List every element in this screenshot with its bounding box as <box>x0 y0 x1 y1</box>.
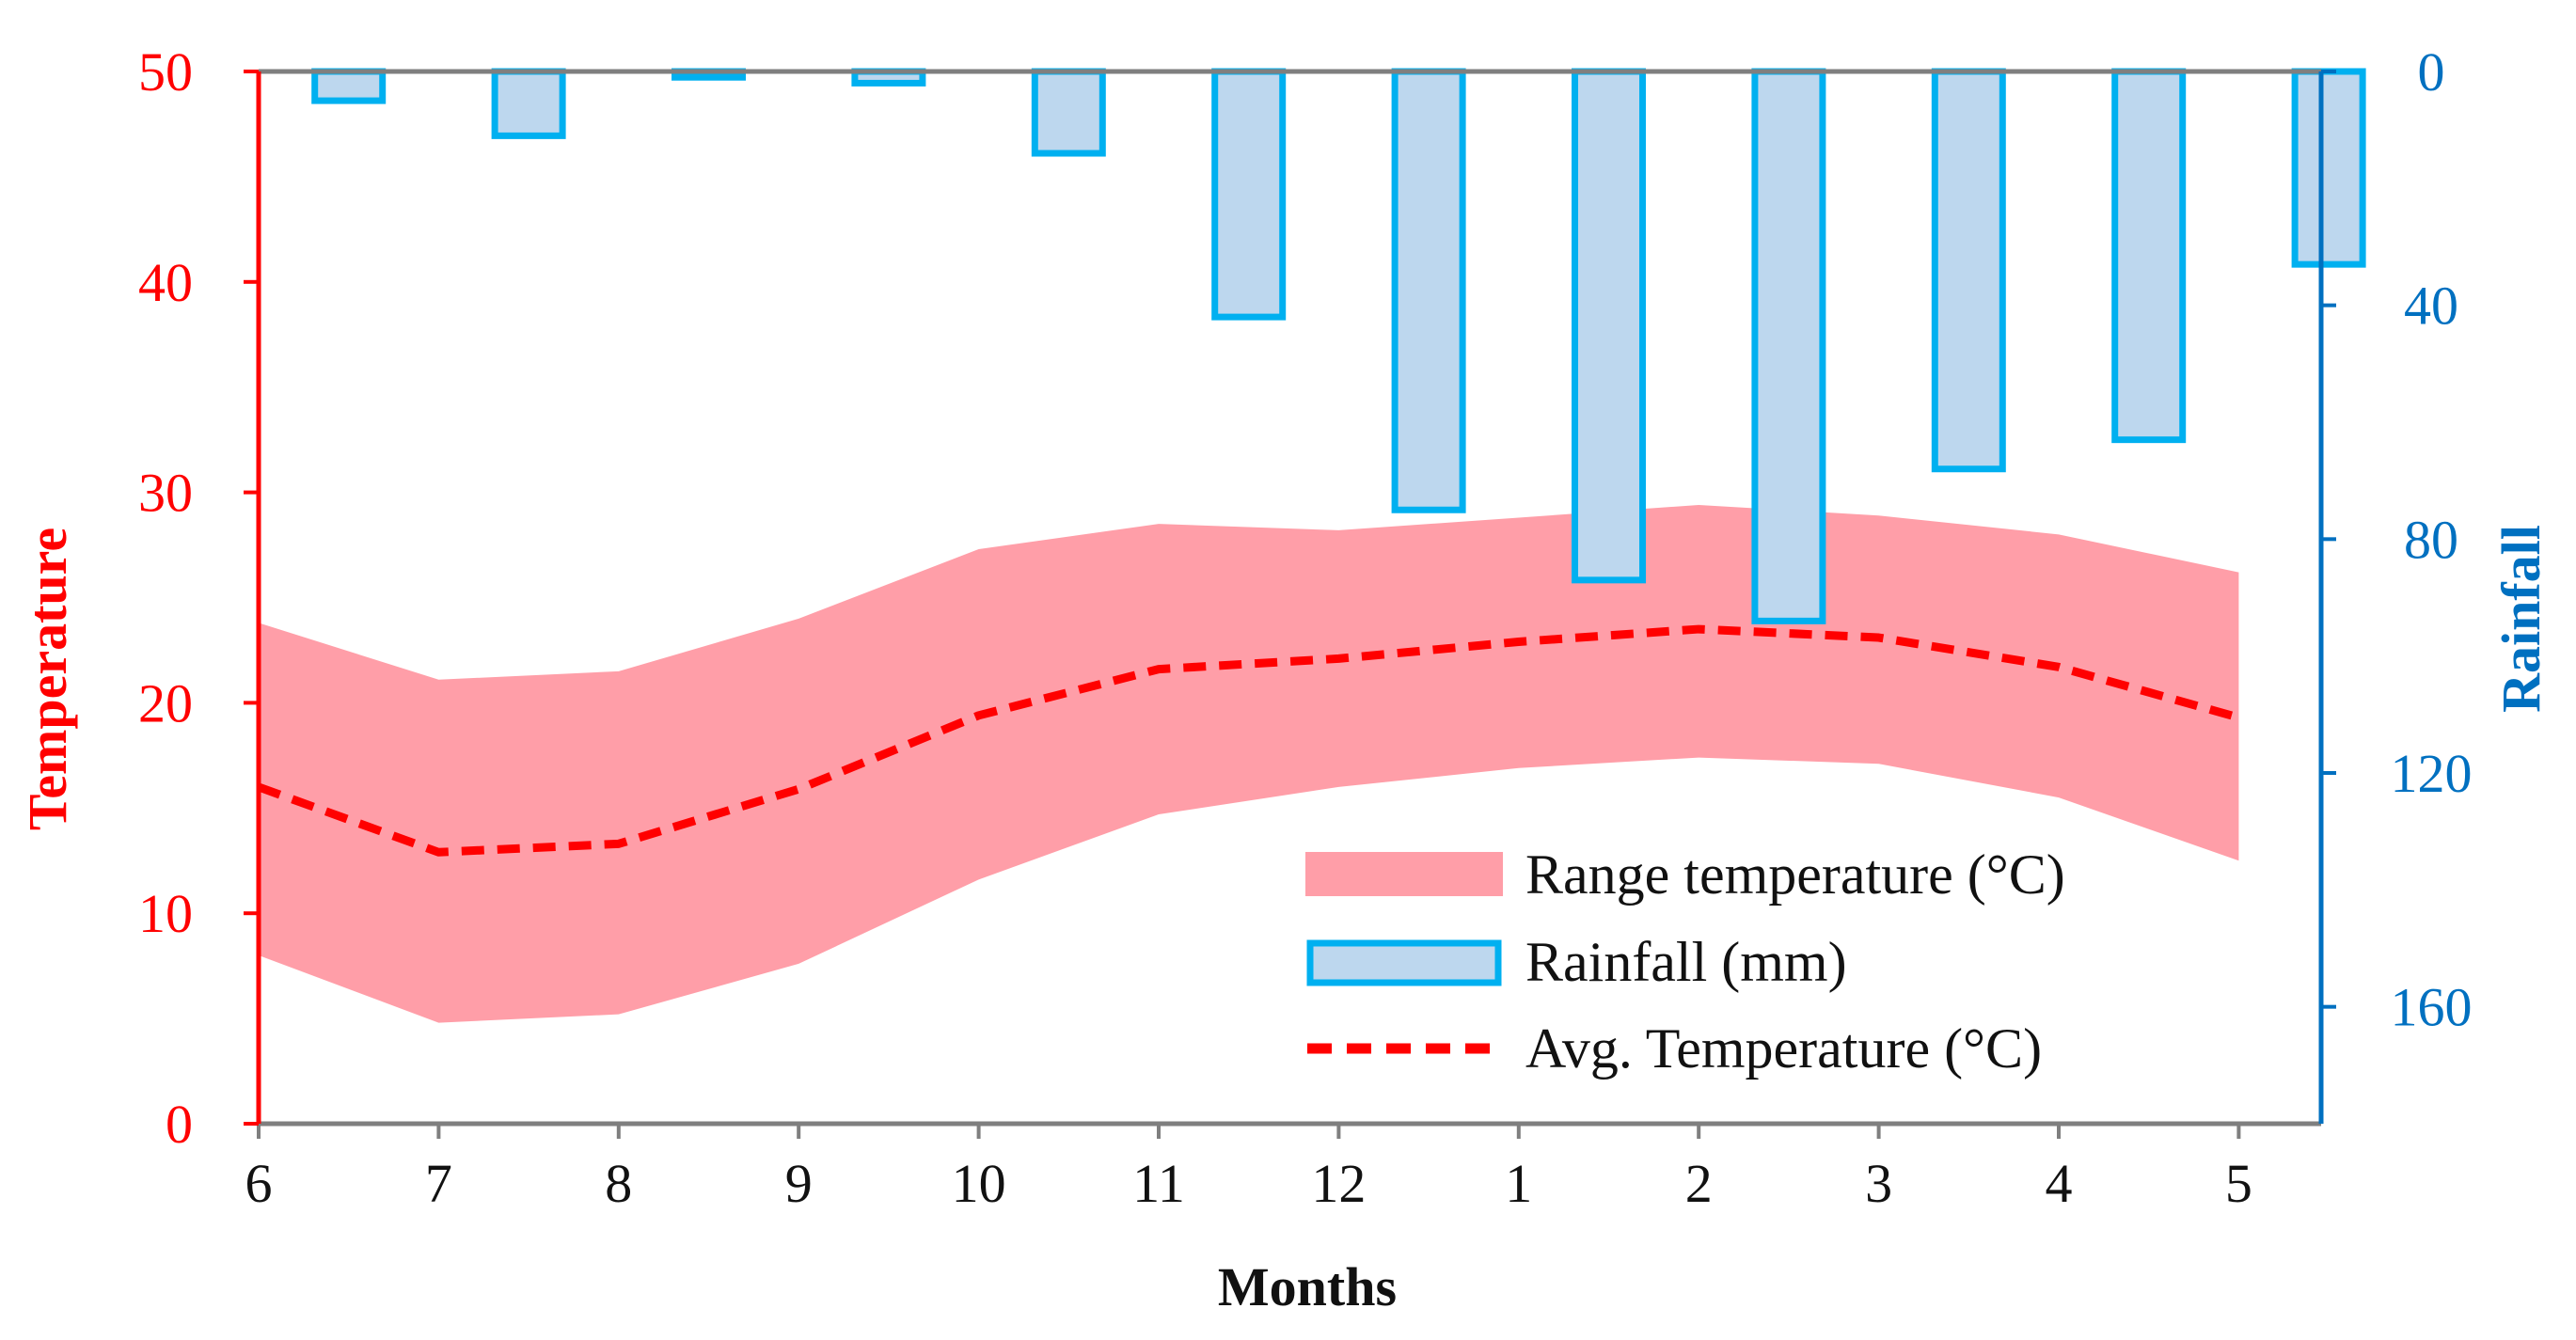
range-temperature-area <box>259 505 2239 1023</box>
left-tick-label: 30 <box>138 463 193 524</box>
x-tick-label: 8 <box>605 1153 632 1214</box>
left-tick-label: 10 <box>138 883 193 944</box>
rainfall-bar <box>2291 68 2366 268</box>
legend-label-rainfall: Rainfall (mm) <box>1525 931 1847 993</box>
left-axis-title: Temperature <box>17 528 78 830</box>
left-tick-label: 50 <box>138 41 193 102</box>
x-tick-label: 12 <box>1311 1153 1366 1214</box>
x-tick-label: 5 <box>2225 1153 2252 1214</box>
x-tick-label: 1 <box>1505 1153 1532 1214</box>
rainfall-bar <box>1572 68 1646 584</box>
rainfall-bar <box>1211 68 1287 321</box>
x-tick-label: 3 <box>1865 1153 1892 1214</box>
rainfall-bar <box>1751 68 1826 624</box>
avg-temperature-series <box>257 624 2240 857</box>
right-tick-label: 0 <box>2418 41 2445 102</box>
left-tick-label: 40 <box>138 252 193 313</box>
x-tick-label: 7 <box>425 1153 452 1214</box>
right-tick-label: 80 <box>2404 509 2458 570</box>
rainfall-bar <box>1931 68 2006 473</box>
range-temperature-series <box>259 505 2239 1023</box>
rainfall-bar <box>1391 68 1466 513</box>
legend-label-range: Range temperature (°C) <box>1525 843 2065 906</box>
legend-swatch-rainfall <box>1306 939 1502 986</box>
rainfall-bar <box>2111 68 2187 444</box>
x-tick-label: 6 <box>245 1153 273 1214</box>
avg-temperature-line <box>257 624 2240 857</box>
rainfall-bar <box>1031 68 1106 157</box>
right-tick-label: 160 <box>2391 977 2473 1038</box>
left-tick-label: 20 <box>138 672 193 733</box>
x-tick-label: 9 <box>785 1153 813 1214</box>
rainfall-bar <box>311 68 387 104</box>
rainfall-bar <box>491 68 566 139</box>
right-tick-label: 120 <box>2391 743 2473 804</box>
legend-label-avg: Avg. Temperature (°C) <box>1525 1017 2042 1080</box>
legend-swatch-range <box>1305 852 1503 896</box>
legend: Range temperature (°C) Rainfall (mm) Avg… <box>1305 843 2065 1080</box>
x-axis-title: Months <box>1218 1256 1397 1317</box>
right-tick-label: 40 <box>2404 276 2458 337</box>
x-tick-label: 4 <box>2046 1153 2073 1214</box>
x-tick-label: 2 <box>1685 1153 1713 1214</box>
axes <box>244 69 2336 1139</box>
right-axis-title: Rainfall <box>2490 525 2552 713</box>
left-tick-label: 0 <box>166 1094 193 1155</box>
x-tick-label: 10 <box>952 1153 1006 1214</box>
x-tick-label: 11 <box>1132 1153 1185 1214</box>
